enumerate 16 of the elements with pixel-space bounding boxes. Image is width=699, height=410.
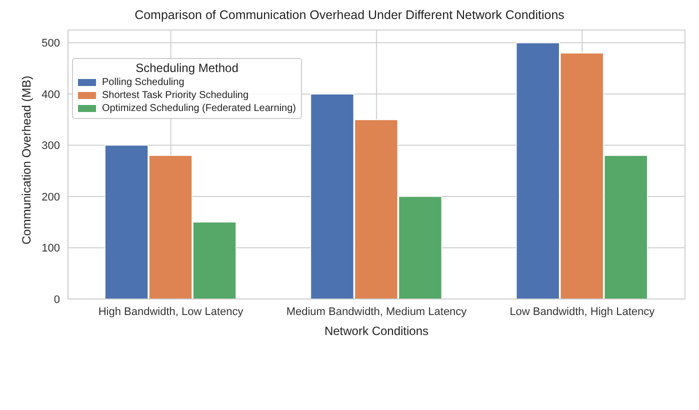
x-tick-label: High Bandwidth, Low Latency <box>98 306 244 318</box>
y-tick-label: 400 <box>42 88 60 101</box>
legend-label: Shortest Task Priority Scheduling <box>102 90 249 101</box>
y-axis-title: Communication Overhead (MB) <box>19 76 34 244</box>
y-tick-label: 100 <box>42 242 60 255</box>
chart-title: Comparison of Communication Overhead Under Different Network Conditions <box>134 8 566 24</box>
y-tick-label: 500 <box>42 38 60 50</box>
y-tick-label: 200 <box>42 191 60 204</box>
x-axis-title: Network Conditions <box>324 324 429 338</box>
legend-title: Scheduling Method <box>134 61 240 75</box>
legend-label: Polling Scheduling <box>102 77 184 88</box>
x-tick-label: Low Bandwidth, High Latency <box>510 306 656 318</box>
y-tick-label: 300 <box>42 140 60 152</box>
legend-label: Optimized Scheduling (Federated Learning) <box>102 103 296 114</box>
x-tick-label: Medium Bandwidth, Medium Latency <box>286 306 468 318</box>
y-tick-label: 0 <box>54 294 60 306</box>
